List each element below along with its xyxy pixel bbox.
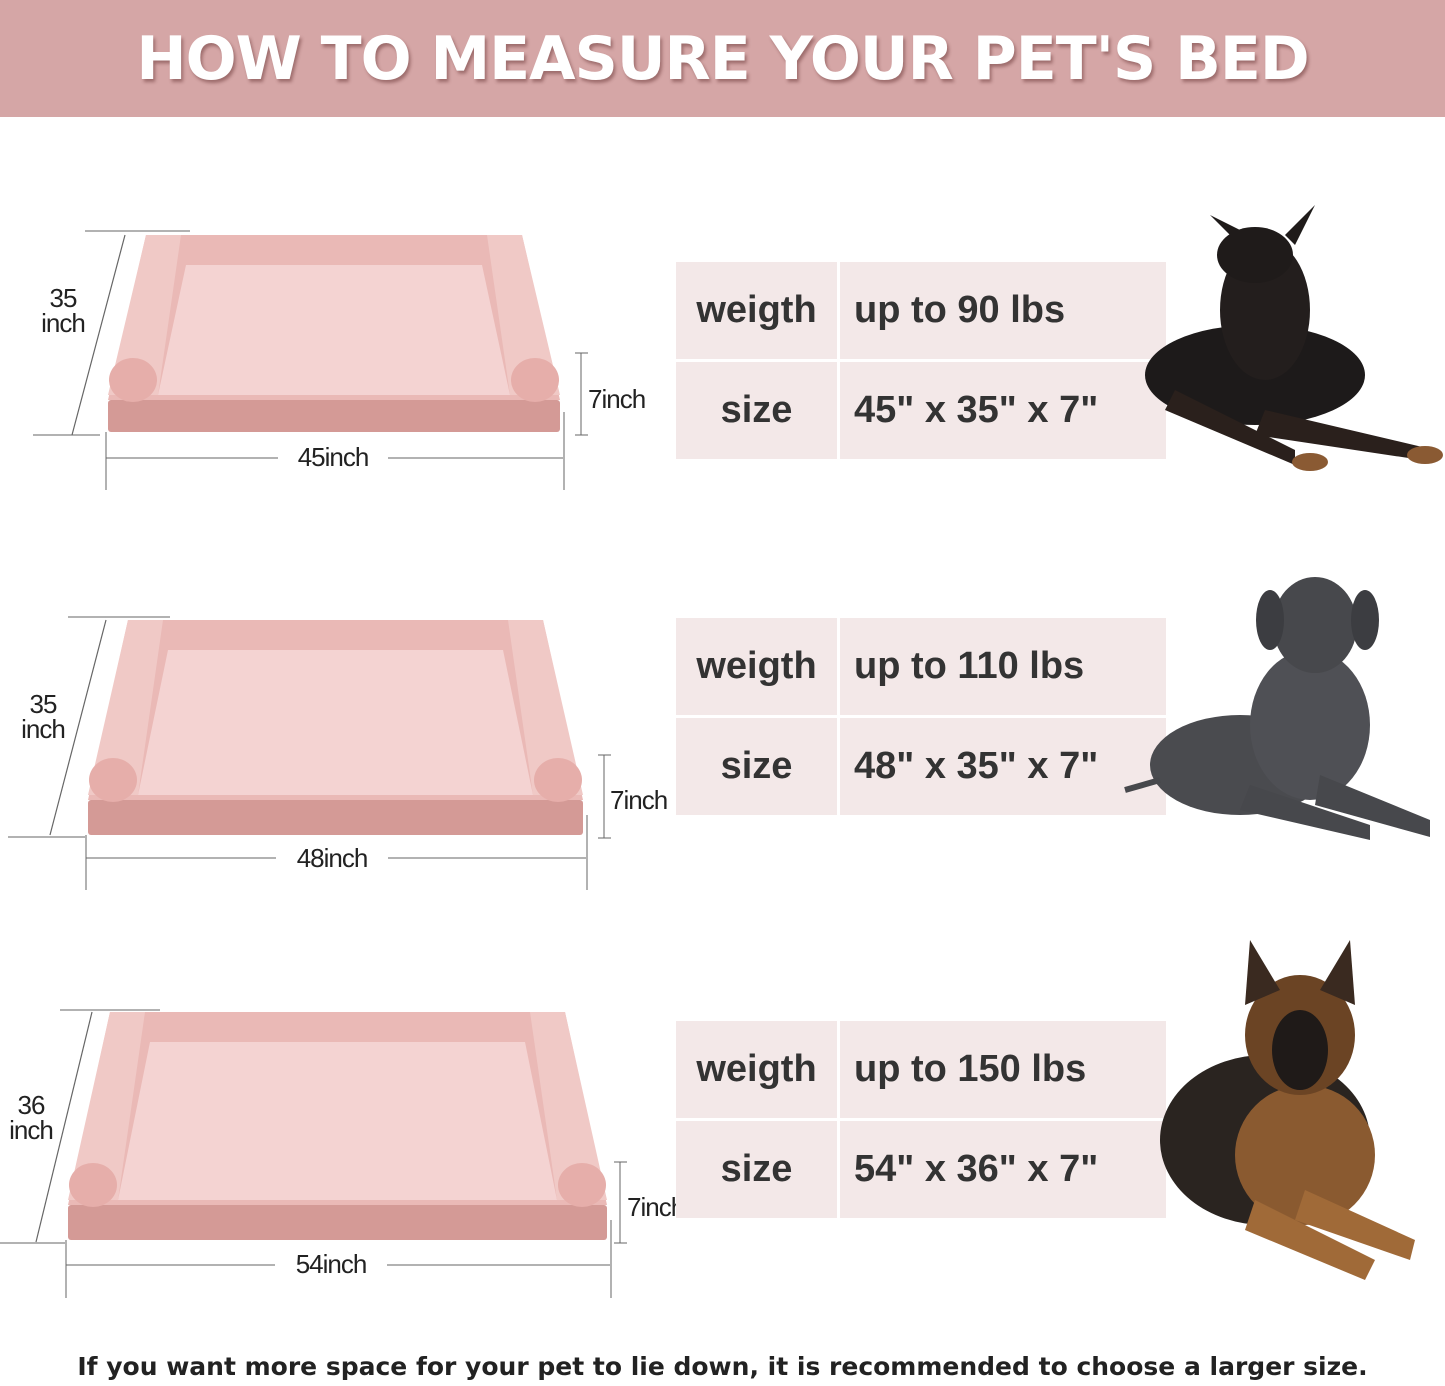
- doberman-icon: [1145, 205, 1443, 471]
- depth-value: 35: [49, 283, 78, 313]
- spec-table: weigth up to 110 lbs size 48" x 35" x 7": [676, 618, 1166, 815]
- depth-unit: inch: [41, 308, 86, 338]
- size-value: 45" x 35" x 7": [840, 362, 1166, 459]
- size-key: size: [676, 1121, 837, 1218]
- bed-base: [68, 1205, 607, 1240]
- bed-bolster-right: [530, 1012, 607, 1200]
- depth-label: 35 inch: [30, 283, 96, 338]
- bolster-end: [89, 758, 137, 802]
- bed-bolster-left: [68, 1012, 145, 1200]
- weight-value: up to 150 lbs: [840, 1021, 1166, 1118]
- bed-bolster-left: [108, 235, 181, 395]
- bolster-end: [511, 358, 559, 402]
- spec-table: weigth up to 150 lbs size 54" x 36" x 7": [676, 1021, 1166, 1218]
- bed-bolster-right: [487, 235, 560, 395]
- weight-value: up to 90 lbs: [840, 262, 1166, 359]
- page-title: HOW TO MEASURE YOUR PET'S BED: [136, 23, 1309, 94]
- height-label: 7inch: [627, 1192, 685, 1222]
- bolster-end: [558, 1163, 606, 1207]
- depth-unit: inch: [9, 1115, 54, 1145]
- header-banner: HOW TO MEASURE YOUR PET'S BED: [0, 0, 1445, 117]
- german-shepherd-icon: [1160, 940, 1415, 1280]
- depth-value: 35: [29, 689, 58, 719]
- bolster-end: [534, 758, 582, 802]
- depth-dimension-line: [35, 1011, 93, 1243]
- bolster-end: [109, 358, 157, 402]
- depth-dimension-line: [71, 234, 126, 436]
- height-label: 7inch: [610, 785, 668, 815]
- depth-dimension-line: [49, 619, 107, 836]
- weight-value: up to 110 lbs: [840, 618, 1166, 715]
- size-value: 54" x 36" x 7": [840, 1121, 1166, 1218]
- bed-bolster-left: [88, 620, 163, 795]
- size-key: size: [676, 362, 837, 459]
- size-key: size: [676, 718, 837, 815]
- size-value: 48" x 35" x 7": [840, 718, 1166, 815]
- bed-bolster-right: [508, 620, 583, 795]
- weight-key: weigth: [676, 1021, 837, 1118]
- width-label: 48inch: [276, 845, 388, 871]
- great-dane-icon: [1124, 577, 1430, 840]
- weight-key: weigth: [676, 262, 837, 359]
- weight-key: weigth: [676, 618, 837, 715]
- height-label: 7inch: [588, 384, 646, 414]
- bolster-end: [69, 1163, 117, 1207]
- depth-label: 36 inch: [0, 1090, 62, 1145]
- width-label: 54inch: [275, 1251, 387, 1277]
- bed-cushion: [138, 650, 533, 795]
- depth-label: 35 inch: [10, 689, 76, 744]
- bed-base: [88, 800, 583, 835]
- spec-table: weigth up to 90 lbs size 45" x 35" x 7": [676, 262, 1166, 459]
- depth-value: 36: [17, 1090, 46, 1120]
- bed-cushion: [118, 1042, 557, 1200]
- bed-base: [108, 400, 560, 432]
- bed-cushion: [158, 265, 510, 395]
- width-label: 45inch: [278, 444, 388, 470]
- depth-unit: inch: [21, 714, 66, 744]
- footer-note: If you want more space for your pet to l…: [77, 1352, 1368, 1381]
